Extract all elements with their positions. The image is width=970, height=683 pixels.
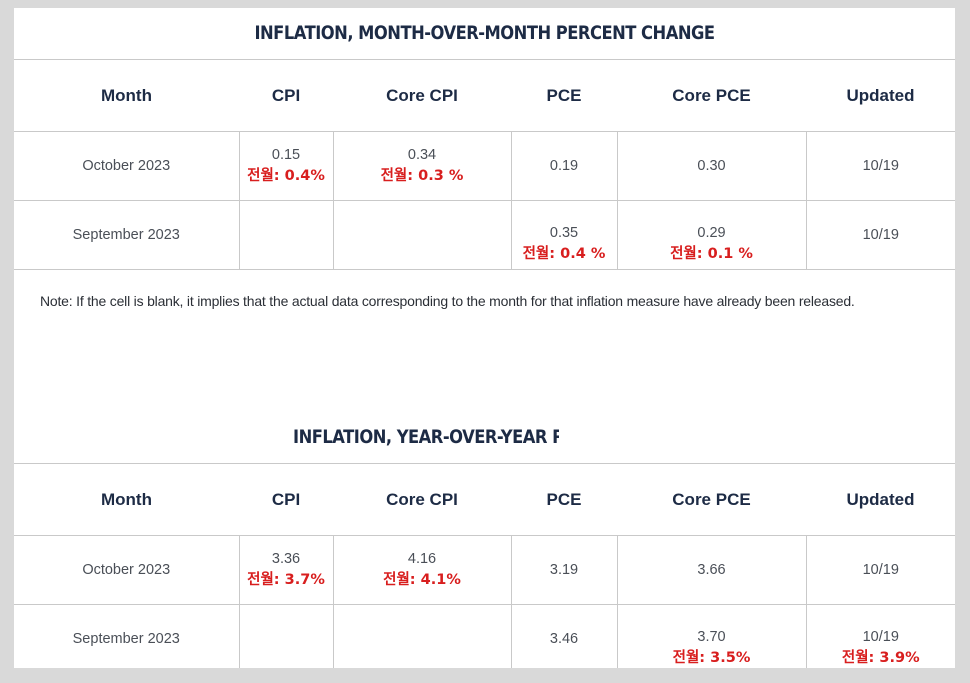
- cell-core-cpi: [332, 604, 511, 668]
- cell-updated: 10/19 전월: 3.9%: [805, 604, 955, 668]
- yoy-inflation-table: Month CPI Core CPI PCE Core PCE Updated …: [14, 463, 955, 668]
- header-updated: Updated: [806, 59, 955, 132]
- cell-pce: 3.46: [510, 604, 617, 668]
- table-header-row: Month CPI Core CPI PCE Core PCE Updated: [14, 463, 955, 536]
- cell-core-pce: 3.66: [616, 535, 806, 605]
- header-core-cpi: Core CPI: [333, 463, 511, 536]
- header-core-cpi: Core CPI: [333, 59, 511, 132]
- cell-pce: 0.19: [510, 131, 617, 201]
- yoy-table-title-clip: INFLATION, YEAR-OVER-YEAR PER: [293, 426, 559, 448]
- prev-month-note: 전월: 3.9%: [841, 650, 920, 666]
- header-pce: PCE: [511, 59, 617, 132]
- prev-month-note: 전월: 0.1 %: [670, 246, 753, 262]
- prev-month-note: 전월: 4.1%: [383, 572, 461, 588]
- cell-updated: 10/19: [805, 535, 955, 605]
- cell-month: October 2023: [14, 131, 239, 201]
- cell-core-pce: 0.29 전월: 0.1 %: [616, 200, 806, 270]
- table-row: October 2023 3.36 전월: 3.7% 4.16 전월: 4.1%…: [14, 535, 955, 605]
- cell-updated: 10/19: [805, 200, 955, 270]
- cell-cpi: 3.36 전월: 3.7%: [238, 535, 333, 605]
- table-row: September 2023 3.46 3.70 전월: 3.5% 10/19 …: [14, 604, 955, 668]
- cell-pce: 0.35 전월: 0.4 %: [510, 200, 617, 270]
- table-row: September 2023 0.35 전월: 0.4 % 0.29 전월: 0…: [14, 200, 955, 270]
- header-pce: PCE: [511, 463, 617, 536]
- table-row: October 2023 0.15 전월: 0.4% 0.34 전월: 0.3 …: [14, 131, 955, 201]
- mom-inflation-table: Month CPI Core CPI PCE Core PCE Updated …: [14, 59, 955, 270]
- cell-month: September 2023: [14, 604, 239, 668]
- header-cpi: CPI: [239, 59, 333, 132]
- mom-table-title: INFLATION, MONTH-OVER-MONTH PERCENT CHAN…: [254, 22, 715, 44]
- cell-cpi: [238, 200, 333, 270]
- cell-core-pce: 0.30: [616, 131, 806, 201]
- prev-month-note: 전월: 0.4%: [247, 168, 325, 184]
- cell-cpi: 0.15 전월: 0.4%: [238, 131, 333, 201]
- header-core-pce: Core PCE: [617, 59, 806, 132]
- header-month: Month: [14, 463, 239, 536]
- table-note: Note: If the cell is blank, it implies t…: [40, 293, 855, 309]
- cell-core-cpi: 4.16 전월: 4.1%: [332, 535, 511, 605]
- prev-month-note: 전월: 0.3 %: [380, 168, 464, 184]
- cell-pce: 3.19: [510, 535, 617, 605]
- table-header-row: Month CPI Core CPI PCE Core PCE Updated: [14, 59, 955, 132]
- cell-core-cpi: [332, 200, 511, 270]
- cell-month: September 2023: [14, 200, 239, 270]
- header-updated: Updated: [806, 463, 955, 536]
- cell-core-cpi: 0.34 전월: 0.3 %: [332, 131, 511, 201]
- header-cpi: CPI: [239, 463, 333, 536]
- cell-core-pce: 3.70 전월: 3.5%: [616, 604, 806, 668]
- cell-cpi: [238, 604, 333, 668]
- cell-updated: 10/19: [805, 131, 955, 201]
- page-canvas: INFLATION, MONTH-OVER-MONTH PERCENT CHAN…: [14, 8, 955, 668]
- prev-month-note: 전월: 3.7%: [247, 572, 325, 588]
- cell-month: October 2023: [14, 535, 239, 605]
- yoy-table-title: INFLATION, YEAR-OVER-YEAR PER: [293, 426, 559, 448]
- prev-month-note: 전월: 3.5%: [672, 650, 751, 666]
- header-month: Month: [14, 59, 239, 132]
- prev-month-note: 전월: 0.4 %: [522, 246, 606, 262]
- header-core-pce: Core PCE: [617, 463, 806, 536]
